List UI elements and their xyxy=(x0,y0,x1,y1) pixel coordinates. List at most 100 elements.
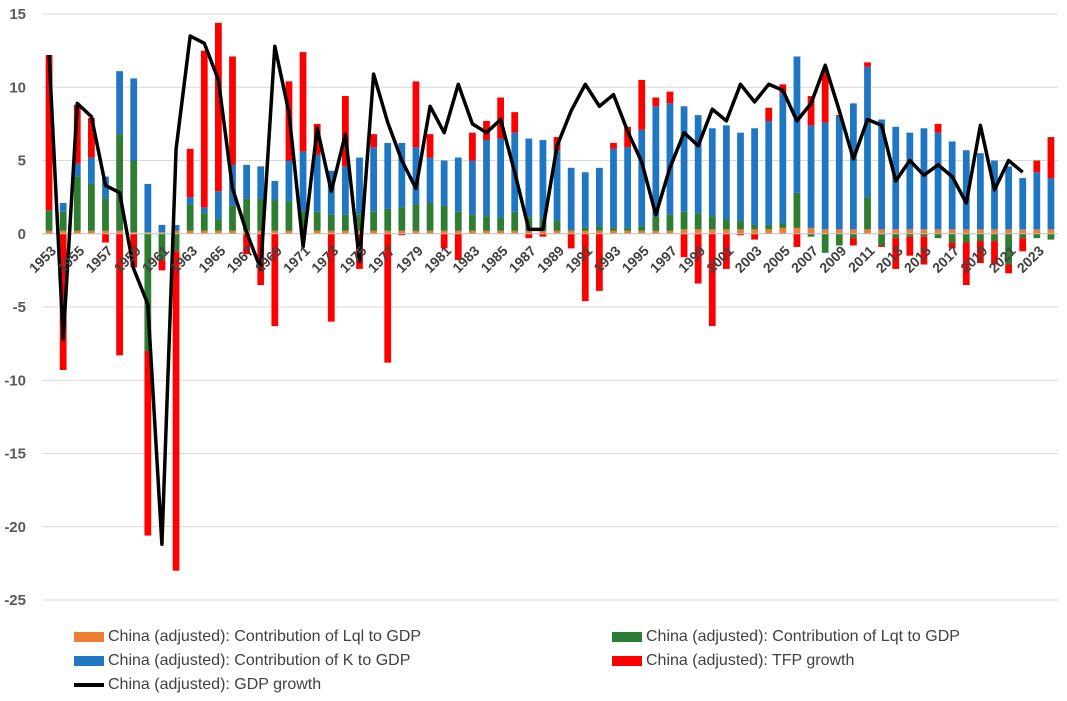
bar-lqt xyxy=(342,214,349,231)
bar-tfp xyxy=(1033,160,1041,173)
bar-lqt xyxy=(144,233,152,351)
legend-item-k: China (adjusted): Contribution of K to G… xyxy=(74,652,410,670)
x-tick-label: 2019 xyxy=(957,242,990,275)
bar-lql xyxy=(835,229,843,234)
bar-lqt xyxy=(483,216,490,231)
x-tick-label: 1989 xyxy=(534,242,567,275)
bar-lql xyxy=(694,229,702,234)
bar-lql xyxy=(539,230,547,234)
bar-lqt xyxy=(680,211,688,230)
bar-lql xyxy=(384,230,392,234)
bar-k xyxy=(243,164,250,199)
bar-lql xyxy=(666,230,674,234)
bar-lql xyxy=(920,229,928,234)
bar-lqt xyxy=(596,226,603,231)
bar-tfp xyxy=(88,118,95,158)
x-tick-label: 1969 xyxy=(252,242,285,275)
legend-swatch-tfp xyxy=(612,655,642,666)
x-tick-label: 2023 xyxy=(1014,242,1047,275)
bar-lql xyxy=(511,230,519,234)
bar-lqt xyxy=(906,233,914,237)
x-tick-label: 1979 xyxy=(393,242,426,275)
bar-lql xyxy=(680,229,688,234)
bar-tfp xyxy=(130,233,138,268)
bar-lqt xyxy=(934,233,942,239)
bar-lql xyxy=(116,230,123,234)
bar-tfp xyxy=(751,233,758,240)
legend-label-lql: China (adjusted): Contribution of Lql to… xyxy=(108,628,422,645)
bar-tfp xyxy=(525,233,533,239)
bar-lqt xyxy=(624,227,631,231)
x-tick-label: 1985 xyxy=(477,242,510,275)
legend-swatch-k xyxy=(74,655,104,666)
bar-lqt xyxy=(991,233,998,242)
bar-k xyxy=(384,142,392,209)
bar-k xyxy=(948,141,956,230)
x-tick-label: 1957 xyxy=(82,242,115,275)
y-tick-label: -20 xyxy=(4,519,26,536)
y-tick-label: 0 xyxy=(18,226,26,243)
bar-lql xyxy=(638,230,646,234)
x-tick-label: 2007 xyxy=(788,242,821,275)
bar-lqt xyxy=(299,211,307,231)
bar-lql xyxy=(398,230,406,234)
bar-lql xyxy=(948,229,956,234)
bar-k xyxy=(454,157,462,212)
bar-k xyxy=(469,160,476,215)
y-tick-label: 10 xyxy=(9,79,26,96)
x-tick-label: 1995 xyxy=(618,242,651,275)
bar-lql xyxy=(356,230,363,234)
bar-k xyxy=(59,202,67,212)
bar-k xyxy=(1005,166,1012,230)
x-tick-label: 1961 xyxy=(139,242,172,275)
bar-tfp xyxy=(45,55,53,211)
bar-lql xyxy=(215,230,222,234)
bar-lql xyxy=(864,229,871,234)
bar-lqt xyxy=(88,183,95,231)
bar-tfp xyxy=(1019,238,1027,252)
bar-lqt xyxy=(765,224,773,230)
bar-k xyxy=(962,150,970,230)
bar-lqt xyxy=(215,219,222,231)
bar-k xyxy=(299,151,307,212)
bar-tfp xyxy=(384,233,392,363)
bar-lql xyxy=(469,230,476,234)
bar-lqt xyxy=(200,213,208,231)
bar-lqt xyxy=(73,176,81,231)
bar-lql xyxy=(59,230,67,234)
bar-tfp xyxy=(299,52,307,152)
bar-lqt xyxy=(398,207,406,231)
bar-lql xyxy=(158,232,166,234)
bar-k xyxy=(130,78,138,161)
bar-k xyxy=(567,167,575,230)
legend-swatch-lqt xyxy=(612,631,642,642)
bar-lqt xyxy=(1033,233,1041,239)
bar-lql xyxy=(567,230,575,234)
bar-lqt xyxy=(469,214,476,231)
bar-lql xyxy=(327,230,335,234)
bar-k xyxy=(934,132,942,230)
bar-tfp xyxy=(116,233,123,356)
bar-lql xyxy=(977,229,984,234)
bar-lqt xyxy=(835,233,843,246)
x-tick-label: 2011 xyxy=(845,242,878,275)
bar-lqt xyxy=(920,233,928,237)
x-tick-label: 2021 xyxy=(985,242,1018,275)
x-tick-label: 2017 xyxy=(929,242,962,275)
bar-k xyxy=(850,103,857,230)
bar-lql xyxy=(624,230,631,234)
bar-lqt xyxy=(962,233,970,243)
x-tick-label: 1983 xyxy=(449,242,482,275)
bar-lqt xyxy=(638,226,646,231)
bar-lql xyxy=(1005,229,1012,234)
bar-lqt xyxy=(977,233,984,242)
bar-k xyxy=(878,119,885,230)
bar-lql xyxy=(821,229,829,234)
y-tick-label: -25 xyxy=(4,592,26,609)
bar-k xyxy=(596,167,603,227)
bar-k xyxy=(313,154,321,212)
bar-lql xyxy=(229,230,236,234)
bar-lql xyxy=(73,230,81,234)
bar-tfp xyxy=(708,233,716,327)
bar-lql xyxy=(257,230,265,234)
